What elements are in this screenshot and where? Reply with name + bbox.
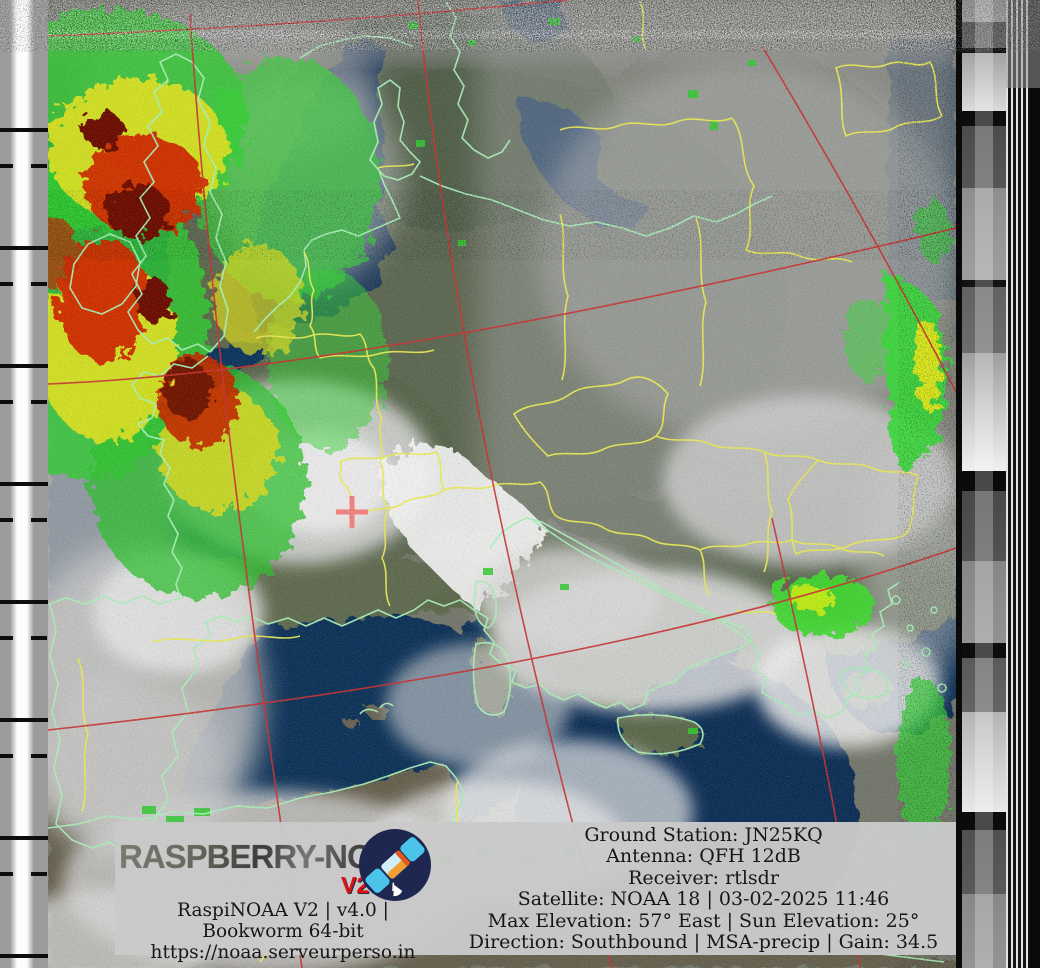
telemetry-wedge-5: [962, 126, 1006, 188]
pass-info-panel: Ground Station: JN25KQ Antenna: QFH 12dB R…: [451, 822, 956, 955]
apt-telemetry-bar-right: [962, 0, 1006, 968]
telemetry-wedge-11: [962, 491, 1006, 561]
minute-marker-full: [0, 836, 48, 840]
telemetry-wedge-1: [962, 22, 1006, 48]
minute-marker-dash: [0, 400, 48, 404]
telemetry-wedge-7: [962, 280, 1006, 287]
station-info-line-3: Satellite: NOAA 18 | 03-02-2025 11:46: [517, 888, 890, 911]
minute-marker-full: [0, 718, 48, 722]
minute-marker-full: [0, 128, 48, 132]
frame-gap: [956, 0, 962, 968]
telemetry-wedge-6: [962, 188, 1006, 280]
telemetry-wedge-17: [962, 830, 1006, 894]
minute-marker-dash: [0, 636, 48, 640]
software-version: RaspiNOAA V2 | v4.0 | Bookworm 64-bit: [177, 900, 389, 942]
telemetry-wedge-3: [962, 53, 1006, 111]
satellite-map: [48, 0, 956, 968]
telemetry-wedge-9: [962, 353, 1006, 471]
telemetry-wedge-4: [962, 111, 1006, 126]
telemetry-wedge-15: [962, 712, 1006, 812]
branding-panel: RASPBERRY-NOAA V2 RaspiNOAA V2 | v4.0: [115, 822, 451, 963]
apt-sync-bar-right: [1006, 0, 1040, 968]
minute-marker-dash: [0, 872, 48, 876]
info-overlay: RASPBERRY-NOAA V2 RaspiNOAA V2 | v4.0: [115, 822, 956, 963]
minute-marker-full: [0, 600, 48, 604]
minute-marker-dash: [0, 164, 48, 168]
telemetry-wedge-16: [962, 812, 1006, 830]
telemetry-wedge-14: [962, 658, 1006, 712]
minute-marker-full: [0, 246, 48, 250]
station-info-line-5: Direction: Southbound | MSA-precip | Gai…: [468, 931, 939, 954]
station-info-line-1: Antenna: QFH 12dB: [606, 845, 801, 868]
telemetry-wedge-0: [962, 0, 1006, 22]
logo-row: RASPBERRY-NOAA V2: [115, 826, 451, 901]
telemetry-wedge-8: [962, 287, 1006, 353]
minute-marker-dash: [0, 518, 48, 522]
station-info-line-0: Ground Station: JN25KQ: [584, 824, 823, 846]
station-info-line-2: Receiver: rtlsdr: [628, 866, 779, 889]
station-url: https://noaa.serveurperso.in: [150, 942, 416, 963]
telemetry-wedge-12: [962, 561, 1006, 643]
sync-stripes-pattern: [1006, 0, 1029, 968]
minute-marker-full: [0, 954, 48, 958]
satellite-badge-icon: [359, 829, 431, 901]
telemetry-wedge-18: [962, 894, 1006, 968]
sync-top-noise: [1006, 0, 1040, 88]
minute-marker-dash: [0, 754, 48, 758]
station-info-line-4: Max Elevation: 57° East | Sun Elevation:…: [487, 909, 920, 932]
apt-sync-bar-left: [0, 0, 48, 968]
telemetry-wedge-10: [962, 471, 1006, 491]
minute-marker-dash: [0, 282, 48, 286]
minute-marker-full: [0, 364, 48, 368]
telemetry-wedge-13: [962, 643, 1006, 658]
minute-marker-full: [0, 482, 48, 486]
